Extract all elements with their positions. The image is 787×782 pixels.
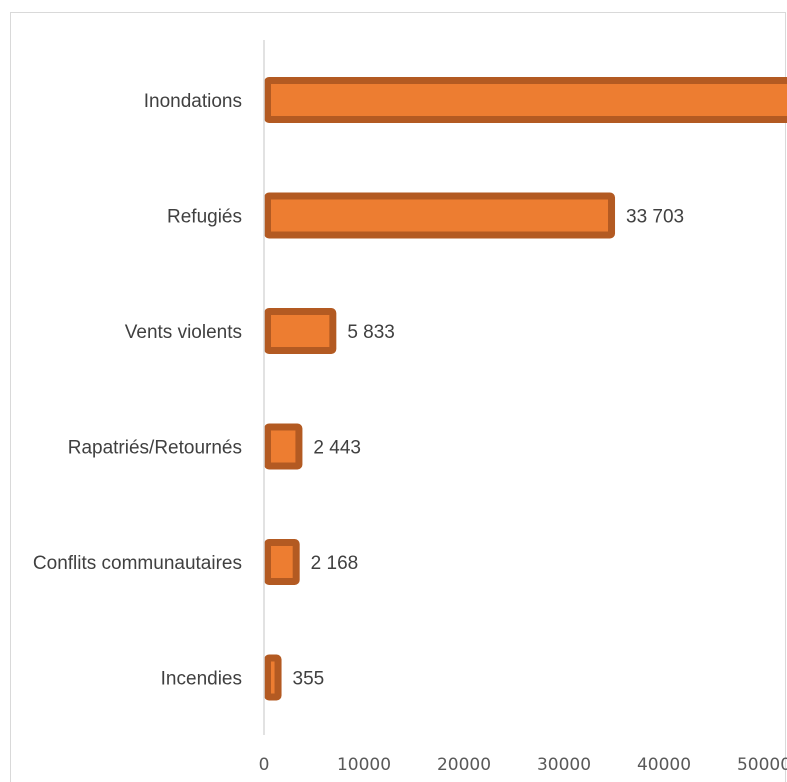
x-tick-label-4: 40000 bbox=[637, 755, 691, 775]
bar-0 bbox=[271, 84, 787, 116]
category-label-5: Incendies bbox=[161, 669, 242, 690]
x-axis-ticks: 0100002000030000400005000060000 bbox=[259, 755, 787, 775]
category-label-4: Conflits communautaires bbox=[33, 553, 242, 574]
bar-3 bbox=[271, 430, 296, 463]
data-label-1: 33 703 bbox=[626, 207, 684, 228]
data-label-2: 5 833 bbox=[347, 322, 395, 343]
category-label-1: Refugiés bbox=[167, 207, 242, 228]
bar-2 bbox=[271, 315, 330, 347]
x-tick-label-3: 30000 bbox=[537, 755, 591, 775]
category-label-2: Vents violents bbox=[125, 322, 242, 343]
x-tick-label-1: 10000 bbox=[337, 755, 391, 775]
chart-frame bbox=[10, 12, 786, 782]
bar-1 bbox=[271, 199, 609, 232]
category-label-3: Rapatriés/Retournés bbox=[68, 438, 242, 459]
category-label-0: Inondations bbox=[144, 91, 242, 112]
bar-4 bbox=[271, 546, 293, 578]
data-label-4: 2 168 bbox=[311, 553, 359, 574]
bars-layer bbox=[264, 77, 787, 701]
data-label-5: 355 bbox=[293, 669, 325, 690]
x-tick-label-2: 20000 bbox=[437, 755, 491, 775]
x-tick-label-0: 0 bbox=[259, 755, 270, 775]
x-tick-label-5: 50000 bbox=[737, 755, 787, 775]
bar-5 bbox=[271, 661, 275, 694]
data-label-3: 2 443 bbox=[313, 438, 361, 459]
